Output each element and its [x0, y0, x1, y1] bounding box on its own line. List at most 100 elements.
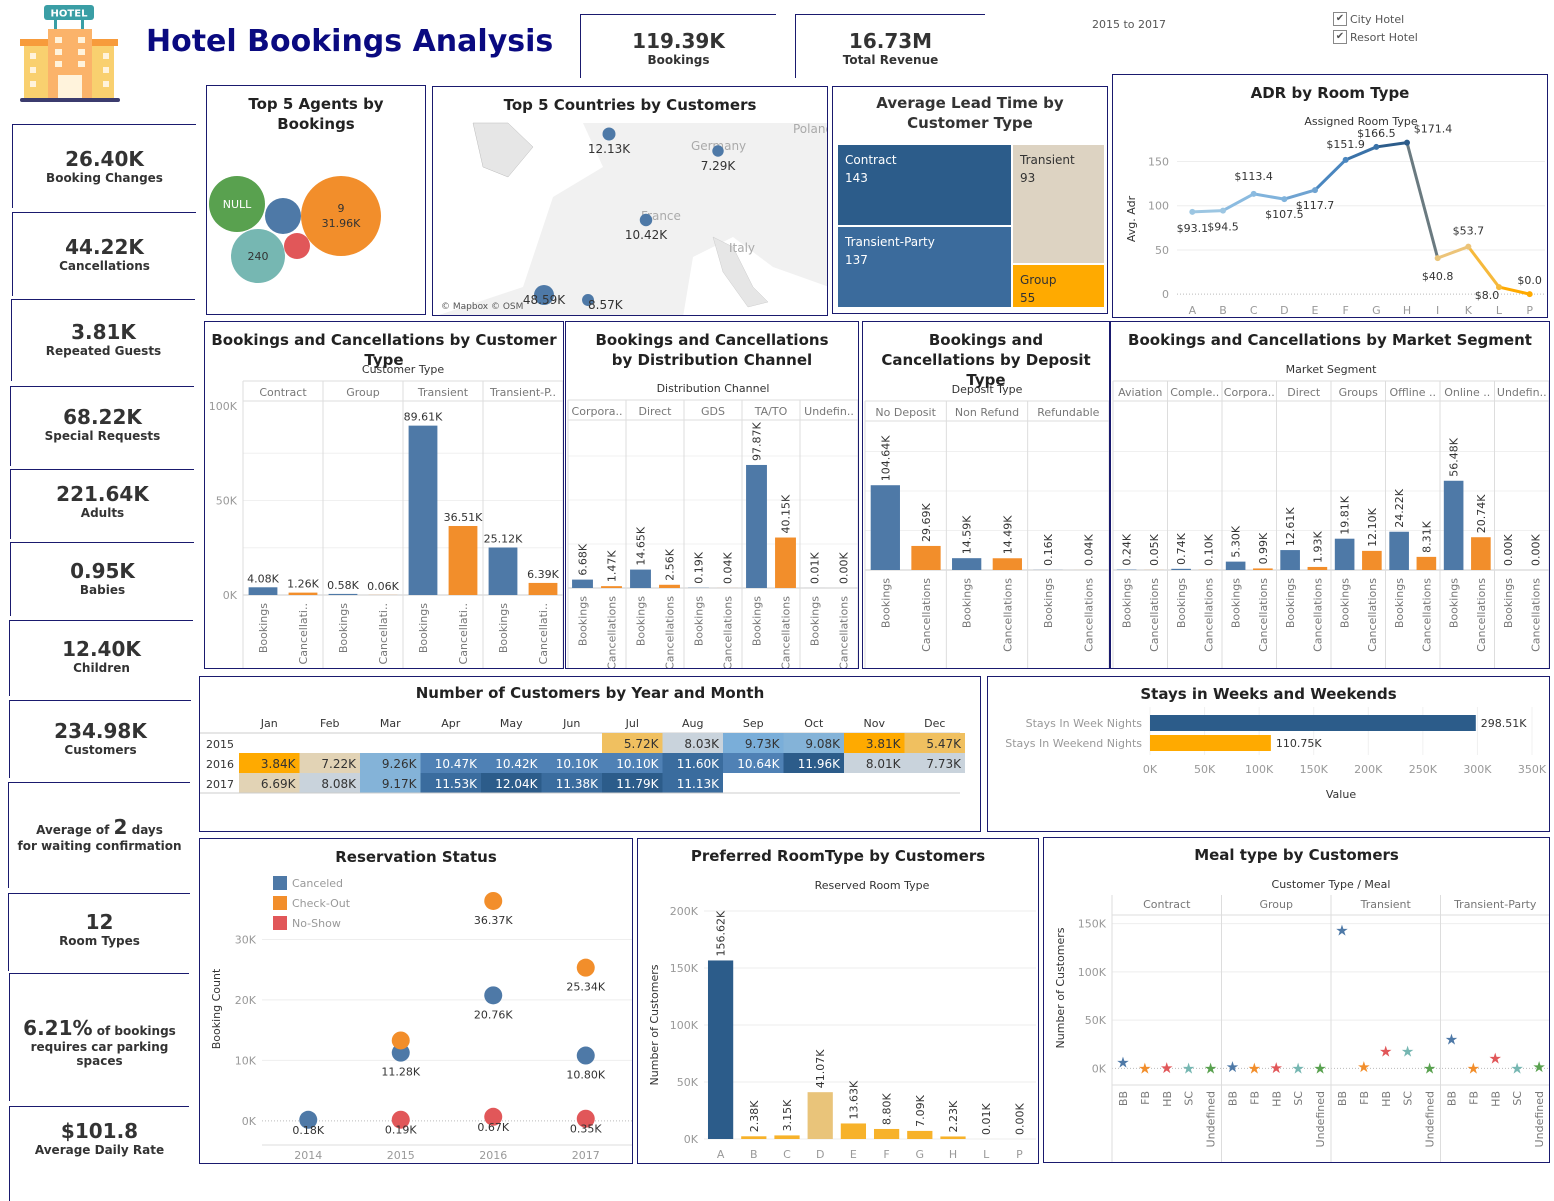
- heatmap-cell: [360, 773, 421, 793]
- x-tick-label: C: [1250, 304, 1258, 317]
- adr-data-label: $8.0: [1475, 289, 1500, 302]
- group-header: Online ..: [1444, 386, 1490, 399]
- point-data-label: 10.80K: [566, 1069, 605, 1082]
- bar-data-label: 0.24K: [1121, 533, 1134, 565]
- y-tick-label: 20K: [235, 994, 257, 1007]
- heatmap-cell: [783, 733, 844, 753]
- revenue-card: 16.73M Total Revenue: [795, 14, 985, 78]
- group-header: Direct: [639, 405, 673, 418]
- measure-axis-label: Bookings: [809, 596, 822, 646]
- y-axis-title: Number of Customers: [648, 964, 661, 1085]
- adr-data-label: $171.4: [1414, 123, 1453, 136]
- scatter-point: [484, 891, 503, 910]
- adr-point: [1526, 291, 1533, 298]
- star-marker: ★: [1510, 1059, 1523, 1077]
- bar-data-label: 0.06K: [367, 580, 399, 593]
- x-tick-label: 2017: [572, 1149, 600, 1162]
- adr-point: [1189, 208, 1196, 215]
- star-marker: ★: [1401, 1042, 1414, 1060]
- heatmap-cell: [299, 773, 360, 793]
- panel-stays: Stays in Weeks and Weekends 0K 50K 100K 150…: [987, 676, 1550, 832]
- bar-data-label: 20.74K: [1475, 494, 1488, 533]
- x-tick-label: K: [1465, 304, 1473, 317]
- date-range[interactable]: 2015 to 2017: [1092, 18, 1167, 31]
- deposit-title: Bookings and Cancellations by Deposit Ty…: [881, 331, 1091, 389]
- adr-point: [1342, 156, 1349, 163]
- bar-data-label: 24.22K: [1393, 488, 1406, 527]
- bar-data-label: 36.51K: [444, 511, 483, 524]
- star-marker: ★: [1467, 1059, 1480, 1077]
- point-data-label: 11.28K: [381, 1066, 420, 1079]
- countries-map[interactable]: PolandGermanyFranceItaly48.59K12.13K10.4…: [433, 87, 828, 316]
- checkbox-icon[interactable]: ✔: [1333, 30, 1347, 44]
- bar-data-label: 25.12K: [484, 533, 523, 546]
- star-marker: ★: [1335, 921, 1348, 939]
- meal-axis-label: Undefined: [1314, 1091, 1327, 1147]
- leadtime-treemap: Contract 143 Transient-Party 137 Transient 93…: [838, 145, 1104, 307]
- bar: [1416, 556, 1437, 570]
- bar-data-label: 0.05K: [1148, 533, 1161, 565]
- agent-bubble: [265, 198, 301, 234]
- x-header-title: Reserved Room Type: [815, 879, 930, 892]
- bar: [1307, 566, 1328, 570]
- x-tick-label: C: [783, 1148, 791, 1161]
- country-point: [712, 145, 724, 157]
- legend-swatch: [273, 896, 287, 910]
- x-tick-label: I: [1436, 304, 1439, 317]
- adr-point: [1404, 139, 1410, 146]
- measure-axis-label: Bookings: [1339, 578, 1352, 628]
- measure-axis-label: Bookings: [417, 603, 430, 653]
- country-point: [534, 285, 554, 305]
- bar-data-label: 14.59K: [961, 515, 974, 554]
- bar: [940, 1136, 966, 1139]
- measure-axis-label: Cancellations: [780, 596, 793, 669]
- leadtime-title: Average Lead Time by Customer Type: [876, 94, 1064, 132]
- meal-axis-label: BB: [1226, 1091, 1239, 1106]
- adr-data-label: $113.4: [1234, 170, 1273, 183]
- scatter-point: [484, 986, 503, 1005]
- bar: [528, 582, 558, 595]
- adr-point: [1496, 284, 1502, 291]
- deposit-bar-chart: Deposit Type No Deposit 104.64K Bookings 29.…: [864, 383, 1109, 668]
- country-point: [639, 213, 653, 227]
- treemap-cell: [838, 227, 1011, 307]
- measure-axis-label: Bookings: [1042, 578, 1055, 628]
- measure-axis-label: Cancellations: [664, 596, 677, 669]
- bar-data-label: 97.87K: [751, 421, 764, 460]
- group-header: Undefin..: [1497, 386, 1547, 399]
- y-tick-label: 50K: [216, 495, 238, 508]
- checkbox-icon[interactable]: ✔: [1333, 12, 1347, 26]
- measure-axis-label: Cancellations: [606, 596, 619, 669]
- bar: [1225, 561, 1246, 570]
- facet-header-title: Customer Type / Meal: [1272, 878, 1391, 891]
- point-data-label: 0.67K: [477, 1121, 509, 1134]
- adr-point: [1220, 207, 1226, 214]
- y-tick-label: 0K: [684, 1133, 699, 1146]
- bar: [870, 485, 900, 570]
- filter-resort-hotel[interactable]: ✔ Resort Hotel: [1333, 28, 1418, 46]
- room-type-bar-chart: Reserved Room Type 0K 50K 100K 150K 200K Numbe…: [648, 879, 1036, 1161]
- group-header: Group: [1260, 898, 1294, 911]
- x-tick-label: L: [983, 1148, 990, 1161]
- group-header: Direct: [1287, 386, 1321, 399]
- filter-city-hotel[interactable]: ✔ City Hotel: [1333, 10, 1418, 28]
- heatmap-cell-label: 3.81K: [866, 737, 902, 751]
- bar-data-label: 89.61K: [404, 411, 443, 424]
- heatmap-cell: [723, 733, 784, 753]
- bar: [1150, 715, 1476, 731]
- kpi-parking: 6.21% of bookings requires car parking s…: [9, 973, 189, 1101]
- x-tick-label: D: [1280, 304, 1288, 317]
- x-tick-label: E: [850, 1148, 857, 1161]
- point-data-label: 0.18K: [292, 1124, 324, 1137]
- star-marker: ★: [1116, 1054, 1129, 1072]
- heatmap-cell: [420, 753, 481, 773]
- scatter-point: [576, 1046, 595, 1065]
- stays-title: Stays in Weeks and Weekends: [1140, 685, 1397, 703]
- bar-data-label: 3.15K: [781, 1099, 794, 1131]
- y-axis-title: Number of Customers: [1054, 927, 1067, 1048]
- bar-data-label: 29.69K: [920, 502, 933, 541]
- group-header: Transient-P..: [489, 386, 556, 399]
- y-tick-label: 0: [1162, 288, 1169, 301]
- customer-type-bar-chart: Customer Type 0K 50K 100K Contract 4.08K Booki…: [209, 363, 563, 668]
- star-marker: ★: [1291, 1059, 1304, 1077]
